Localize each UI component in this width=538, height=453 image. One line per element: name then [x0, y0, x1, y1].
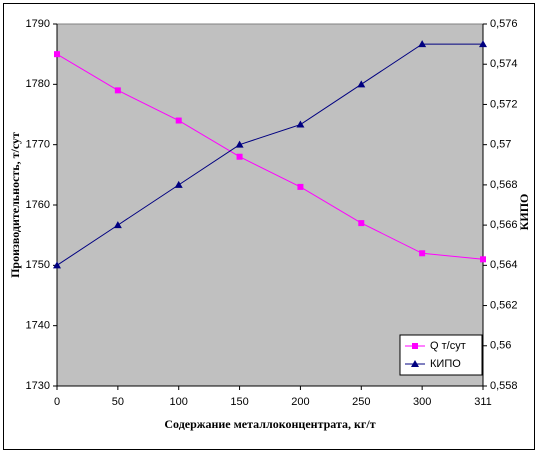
series-line	[56, 43, 483, 266]
marker	[235, 140, 244, 148]
marker	[113, 221, 122, 229]
x-axis-label: Содержание металлоконцентрата, кг/т	[164, 417, 375, 431]
y2-tick-label: 0,558	[490, 380, 518, 392]
marker	[297, 183, 304, 190]
y2-tick-label: 0,564	[490, 259, 518, 271]
y2-axis-label: КИПО	[517, 194, 531, 231]
marker	[175, 117, 182, 124]
marker	[296, 120, 305, 128]
x-tick-label: 250	[352, 396, 370, 408]
marker	[480, 256, 486, 263]
x-tick-label: 150	[230, 396, 248, 408]
y2-tick-label: 0,566	[490, 219, 518, 231]
marker	[418, 40, 427, 48]
x-tick-label: 311	[474, 396, 492, 408]
x-tick-label: 200	[291, 396, 309, 408]
y-tick-label: 1760	[26, 199, 50, 211]
marker	[174, 180, 183, 188]
legend-label: КИПО	[430, 358, 461, 370]
x-tick-label: 300	[413, 396, 431, 408]
y-tick-label: 1780	[26, 78, 50, 90]
y-tick-label: 1790	[26, 18, 50, 30]
marker	[236, 153, 243, 160]
legend	[399, 334, 483, 376]
marker	[412, 343, 418, 349]
marker	[357, 80, 366, 88]
y-tick-label: 1750	[26, 259, 50, 271]
plot-area	[56, 23, 484, 387]
y-tick-label: 1770	[26, 139, 50, 151]
legend-label: Q т/сут	[430, 340, 466, 352]
x-tick-label: 0	[54, 396, 60, 408]
y-axis-label: Производительность, т/сут	[8, 132, 22, 278]
y2-tick-label: 0,576	[490, 18, 518, 30]
marker	[54, 51, 60, 58]
y2-tick-label: 0,572	[490, 98, 518, 110]
marker	[53, 261, 61, 269]
marker	[114, 87, 121, 94]
x-tick-label: 50	[112, 396, 124, 408]
x-tick-label: 100	[170, 396, 188, 408]
y-tick-label: 1730	[26, 380, 50, 392]
marker	[358, 220, 365, 227]
marker	[419, 250, 426, 257]
y2-tick-label: 0,57	[490, 139, 511, 151]
y2-tick-label: 0,56	[490, 340, 511, 352]
marker	[411, 360, 419, 367]
y2-tick-label: 0,574	[490, 58, 518, 70]
series-line	[56, 53, 484, 260]
y2-tick-label: 0,568	[490, 179, 518, 191]
y-tick-label: 1740	[26, 320, 50, 332]
marker	[479, 40, 487, 48]
y2-tick-label: 0,562	[490, 299, 518, 311]
